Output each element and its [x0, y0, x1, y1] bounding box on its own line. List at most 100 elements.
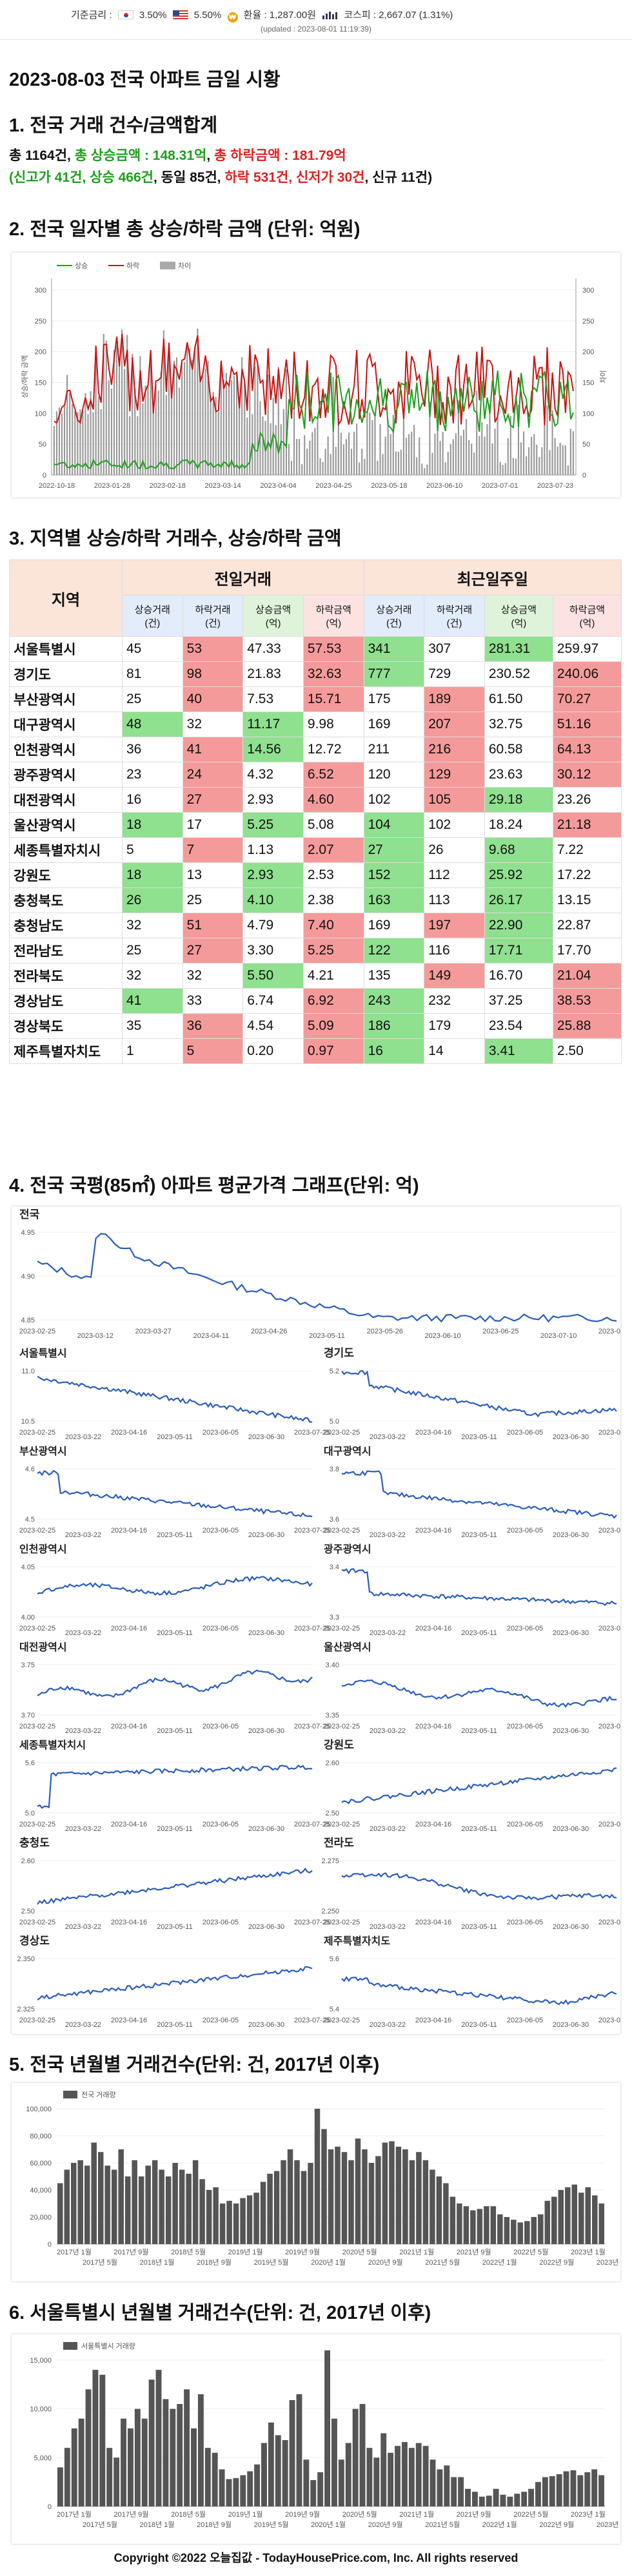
x-tick: 2023-07-25: [598, 1723, 620, 1730]
table-cell: 15.71: [302, 686, 364, 712]
diff-bar: [452, 439, 454, 475]
y-tick: 5.4: [330, 2006, 339, 2013]
diff-bar: [115, 345, 118, 475]
table-cell: 18.24: [484, 812, 553, 838]
volume-bar: [314, 2109, 321, 2244]
x-tick: 2023-06-05: [202, 1919, 239, 1926]
y-tick: 5,000: [34, 2454, 52, 2462]
legend-label: 상승: [75, 262, 88, 270]
region-chart-title: 대구광역시: [324, 1445, 371, 1457]
diff-bar: [202, 375, 204, 475]
x-tick: 2023-04-16: [111, 2017, 147, 2024]
volume-bar: [289, 2400, 295, 2506]
price-line: [341, 1679, 617, 1708]
region-price-chart: 대구광역시 3.8 3.6 2023-02-25 2023-03-22 2023-04-1…: [324, 1445, 632, 1539]
table-cell: 18: [122, 862, 183, 888]
volume-bar: [71, 2428, 77, 2506]
table-row: 전라남도 25 27 3.30 5.25 122 116 17.71 17.70: [9, 938, 622, 964]
table-cell: 16: [122, 787, 183, 813]
diff-bar: [254, 366, 256, 475]
y-tick: 2.60: [21, 1857, 35, 1865]
volume-bar: [261, 2443, 267, 2506]
x-tick: 2023-03-22: [370, 1923, 406, 1931]
diff-bar: [134, 389, 136, 475]
x-tick: 2023-03-22: [65, 1531, 101, 1539]
price-charts[interactable]: 전국 4.95 4.90 4.85 2023-02-25 2023-03-12 2023-0…: [12, 1206, 632, 2034]
volume-bar: [64, 2448, 70, 2506]
price-line: [341, 1872, 617, 1901]
diff-bar: [434, 433, 436, 475]
y-tick: 5.2: [330, 1368, 339, 1375]
volume-bar: [542, 2477, 548, 2506]
diff-bar: [419, 437, 420, 475]
diff-bar: [95, 345, 97, 475]
volume-bar: [121, 2418, 126, 2506]
y-tick: 2.250: [321, 1908, 339, 1915]
table-cell: 2.93: [242, 862, 304, 888]
diff-bar: [444, 462, 446, 475]
table-cell: 5.50: [242, 963, 304, 989]
table-cell: 61.50: [484, 686, 553, 712]
table-cell: 25: [182, 887, 244, 913]
volume-bar: [415, 2443, 422, 2506]
national-volume-chart[interactable]: 전국 거래량 100,000 80,000 60,000 40,000 20,000 0 20…: [12, 2083, 631, 2281]
table-cell: 70.27: [552, 686, 622, 712]
x-tick: 2017년 1월: [57, 2248, 92, 2256]
table-cell: 113: [424, 887, 485, 913]
table-cell: 23.26: [552, 787, 622, 813]
x-tick: 2023-06-30: [248, 1923, 284, 1931]
region-price-chart: 서울특별시 11.0 10.5 2023-02-25 2023-03-22 2023-04…: [19, 1348, 330, 1441]
diff-bar: [126, 334, 128, 475]
x-tick: 2023-02-25: [324, 1821, 360, 1828]
y-tick: 2.50: [21, 1908, 35, 1915]
diff-bar: [395, 451, 397, 475]
diff-bar: [277, 367, 279, 475]
diff-bar: [557, 447, 558, 475]
legend-label: 하락: [126, 261, 139, 270]
x-tick: 2023-07-25: [294, 1527, 330, 1535]
table-cell: 2.07: [302, 837, 364, 863]
x-tick: 2018년 1월: [140, 2521, 175, 2529]
y-tick: 3.6: [330, 1516, 339, 1524]
x-tick: 2023-07-25: [294, 1919, 330, 1926]
diff-bar: [311, 432, 313, 475]
diff-bar: [194, 348, 196, 475]
region-chart-title: 부산광역시: [19, 1445, 67, 1457]
fx-rate: 환율 : 1,287.00원: [243, 10, 316, 21]
x-tick: 2023-06-05: [507, 1919, 543, 1926]
chart-bars-icon: [322, 12, 338, 19]
seoul-volume-chart[interactable]: 서울특별시 거래량 15,000 10,000 5,000 0 2017년 1월 2017년…: [12, 2334, 631, 2544]
volume-bar: [308, 2163, 313, 2244]
volume-bar: [197, 2394, 204, 2506]
diff-bar: [421, 463, 423, 475]
diff-bar: [486, 424, 488, 475]
diff-bar: [476, 391, 478, 475]
volume-bar: [449, 2196, 456, 2244]
diff-bar: [132, 354, 133, 475]
diff-bar: [426, 464, 428, 475]
diff-bar: [371, 420, 373, 475]
x-tick: 2023-05-11: [157, 1433, 192, 1441]
volume-bar: [355, 2138, 361, 2244]
diff-bar: [541, 447, 543, 475]
diff-bar: [462, 429, 465, 475]
region-name: 울산광역시: [9, 812, 123, 838]
diff-bar: [233, 376, 235, 475]
x-tick: 2019년 1월: [228, 2248, 263, 2256]
volume-bar: [104, 2165, 110, 2244]
volume-bar: [118, 2149, 124, 2244]
table-cell: 102: [363, 787, 425, 813]
volume-bar: [490, 2206, 497, 2244]
diff-bar: [410, 431, 413, 475]
subcol-2: 상승금액 (억): [242, 595, 304, 637]
table-cell: 7.40: [302, 913, 364, 938]
table-cell: 23: [122, 762, 183, 788]
x-tick: 2023-07-25: [598, 1527, 620, 1535]
x-tick: 2021년 5월: [425, 2258, 460, 2267]
diff-bar: [497, 418, 499, 475]
volume-bar: [402, 2149, 408, 2244]
diff-bar: [317, 418, 319, 475]
diff-bar: [431, 452, 433, 475]
x-tick: 2023-02-25: [19, 1723, 55, 1730]
